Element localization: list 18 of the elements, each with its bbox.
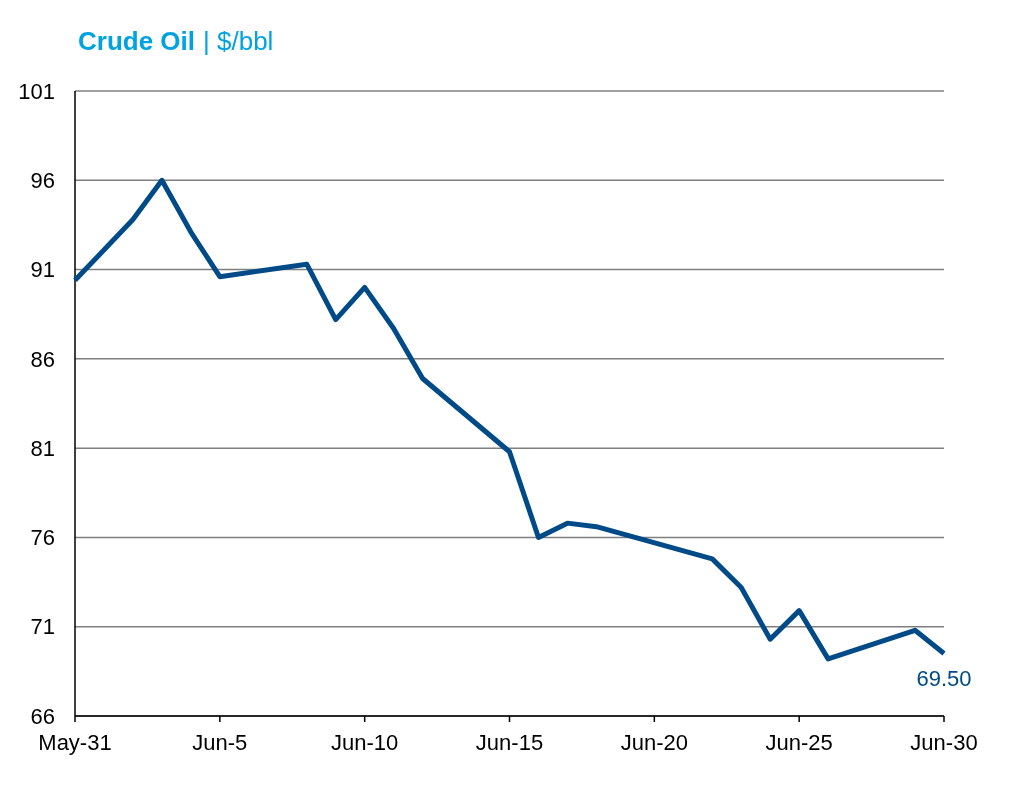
chart-subtitle: | $/bbl bbox=[203, 26, 274, 56]
x-tick-label: May-31 bbox=[38, 730, 112, 755]
y-tick-label: 71 bbox=[30, 614, 55, 640]
x-tick-label: Jun-20 bbox=[620, 730, 688, 755]
y-tick-label: 86 bbox=[30, 346, 55, 372]
x-tick-label: Jun-30 bbox=[910, 730, 978, 755]
y-tick-label: 101 bbox=[18, 78, 55, 104]
x-tick-label: Jun-15 bbox=[475, 730, 544, 755]
y-tick-label: 81 bbox=[30, 435, 55, 461]
annotation: 69.50 bbox=[916, 665, 972, 691]
y-tick-label: 96 bbox=[30, 167, 55, 193]
y-tick-label: 76 bbox=[30, 525, 55, 551]
y-tick-label: 66 bbox=[30, 703, 55, 729]
x-tick-label: Jun-25 bbox=[765, 730, 833, 755]
chart-title: Crude Oil bbox=[78, 26, 196, 56]
x-tick-label: Jun-5 bbox=[192, 730, 248, 755]
x-tick-label: Jun-10 bbox=[331, 730, 399, 755]
y-tick-label: 91 bbox=[30, 257, 55, 283]
